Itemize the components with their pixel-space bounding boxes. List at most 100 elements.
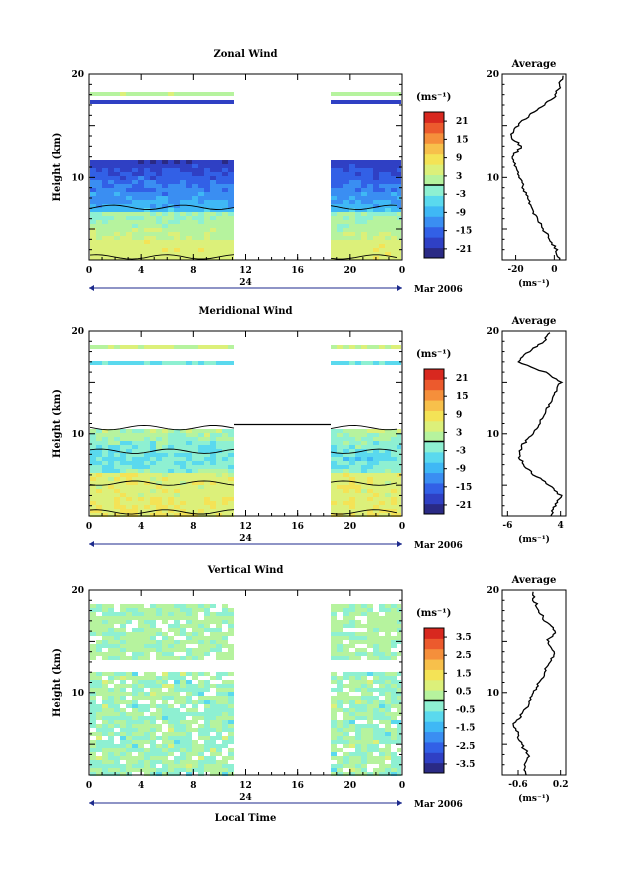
heatmap-cell	[120, 196, 126, 200]
heatmap-cell	[102, 692, 108, 696]
heatmap-cell	[120, 736, 126, 740]
heatmap-cell	[138, 445, 144, 449]
heatmap-cell	[96, 204, 102, 208]
heatmap-cell	[391, 212, 397, 216]
heatmap-cell	[379, 196, 385, 200]
heatmap-cell	[343, 676, 349, 680]
heatmap-cell	[102, 180, 108, 184]
heatmap-cell	[168, 449, 174, 453]
heatmap-cell	[397, 704, 401, 708]
heatmap-cell	[138, 680, 144, 684]
heatmap-cell	[385, 228, 391, 232]
heatmap-cell	[228, 188, 234, 192]
date-label: Mar 2006	[414, 800, 463, 810]
heatmap-cell	[114, 652, 120, 656]
heatmap-cell	[385, 648, 391, 652]
heatmap-cell	[204, 489, 210, 493]
heatmap-cell	[168, 748, 174, 752]
heatmap-cell	[126, 92, 132, 96]
heatmap-cell	[349, 676, 355, 680]
heatmap-cell	[126, 656, 132, 660]
heatmap-cell	[192, 485, 198, 489]
heatmap-cell	[216, 184, 222, 188]
heatmap-cell	[156, 652, 162, 656]
heatmap-cells	[90, 92, 401, 260]
heatmap-cell	[168, 192, 174, 196]
heatmap-cell	[138, 676, 144, 680]
heatmap-cell	[379, 481, 385, 485]
heatmap-cell	[337, 748, 343, 752]
heatmap-cell	[361, 200, 367, 204]
x-tick-label: 16	[291, 266, 304, 276]
heatmap-cell	[228, 632, 234, 636]
heatmap-cell	[228, 100, 234, 104]
heatmap-cell	[379, 708, 385, 712]
heatmap-cell	[343, 465, 349, 469]
heatmap-cell	[355, 640, 361, 644]
heatmap-cell	[367, 485, 373, 489]
heatmap-cell	[108, 624, 114, 628]
x-tick-label: 12	[239, 781, 252, 791]
heatmap-cell	[192, 489, 198, 493]
heatmap-cell	[204, 429, 210, 433]
heatmap-cell	[222, 485, 228, 489]
heatmap-cell	[204, 513, 210, 517]
heatmap-cell	[397, 760, 401, 764]
heatmap-cell	[391, 628, 397, 632]
heatmap-cell	[222, 672, 228, 676]
heatmap-cell	[120, 604, 126, 608]
date-label: Mar 2006	[414, 541, 463, 551]
heatmap-cell	[144, 361, 150, 365]
heatmap-cell	[331, 212, 337, 216]
heatmap-cell	[108, 212, 114, 216]
heatmap-cell	[228, 228, 234, 232]
heatmap-cell	[385, 748, 391, 752]
heatmap-cell	[367, 716, 373, 720]
colorbar-swatch	[424, 472, 444, 484]
heatmap-cell	[361, 208, 367, 212]
heatmap-cell	[204, 216, 210, 220]
heatmap-cell	[132, 92, 138, 96]
heatmap-cell	[90, 724, 96, 728]
heatmap-cell	[186, 632, 192, 636]
heatmap-cell	[198, 212, 204, 216]
heatmap-cell	[132, 636, 138, 640]
heatmap-cell	[114, 676, 120, 680]
heatmap-cell	[102, 716, 108, 720]
heatmap-cell	[216, 449, 222, 453]
heatmap-cell	[391, 224, 397, 228]
heatmap-cell	[102, 720, 108, 724]
heatmap-cell	[222, 720, 228, 724]
heatmap-cell	[138, 232, 144, 236]
heatmap-cell	[168, 429, 174, 433]
heatmap-cell	[210, 212, 216, 216]
heatmap-cell	[132, 224, 138, 228]
heatmap-cell	[192, 764, 198, 768]
heatmap-cell	[216, 501, 222, 505]
heatmap-cell	[156, 212, 162, 216]
heatmap-cell	[367, 748, 373, 752]
heatmap-cell	[132, 449, 138, 453]
heatmap-cell	[373, 228, 379, 232]
heatmap-cell	[391, 92, 397, 96]
heatmap-cell	[174, 473, 180, 477]
heatmap-cell	[180, 604, 186, 608]
heatmap-cell	[150, 361, 156, 365]
heatmap-cell	[367, 700, 373, 704]
heatmap-cell	[331, 716, 337, 720]
heatmap-cell	[216, 437, 222, 441]
heatmap-cell	[349, 616, 355, 620]
heatmap-cell	[343, 184, 349, 188]
heatmap-cell	[367, 232, 373, 236]
heatmap-cell	[228, 616, 234, 620]
heatmap-cell	[144, 216, 150, 220]
heatmap-cell	[90, 240, 96, 244]
heatmap-cell	[108, 188, 114, 192]
heatmap-cell	[186, 720, 192, 724]
heatmap-cell	[210, 192, 216, 196]
heatmap-cell	[156, 736, 162, 740]
heatmap-cell	[156, 180, 162, 184]
heatmap-cell	[120, 628, 126, 632]
heatmap-cell	[138, 188, 144, 192]
heatmap-cell	[198, 700, 204, 704]
